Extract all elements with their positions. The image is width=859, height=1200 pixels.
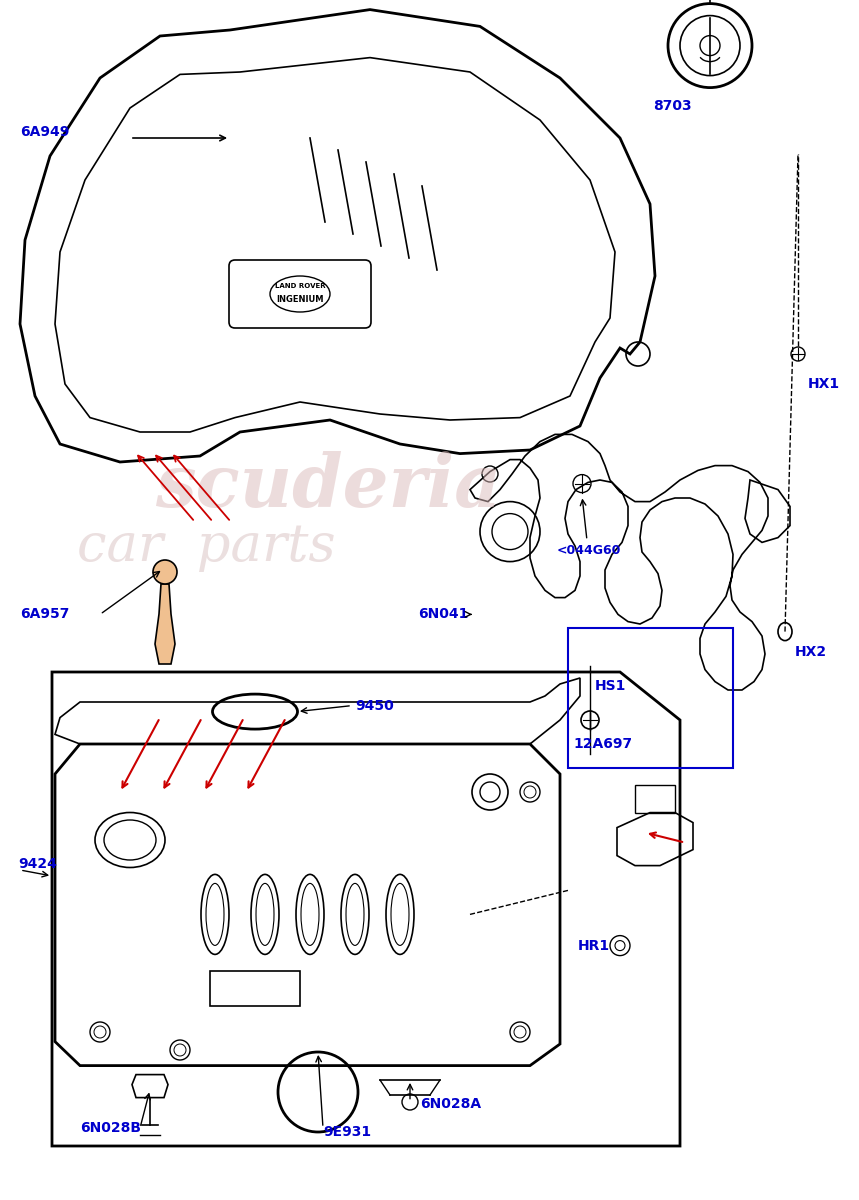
Text: HR1: HR1 <box>578 938 610 953</box>
Text: car  parts: car parts <box>77 521 336 571</box>
Text: HX2: HX2 <box>795 644 827 659</box>
Text: HS1: HS1 <box>595 679 626 694</box>
Text: 8703: 8703 <box>654 98 692 113</box>
Text: 6N041: 6N041 <box>418 607 468 622</box>
Text: 6N028A: 6N028A <box>420 1097 481 1111</box>
Text: 12A697: 12A697 <box>573 737 632 751</box>
Text: 6N028B: 6N028B <box>80 1121 141 1135</box>
Text: 6A949: 6A949 <box>20 125 70 139</box>
Text: INGENIUM: INGENIUM <box>277 295 324 305</box>
Text: 9E931: 9E931 <box>323 1124 371 1139</box>
Text: scuderia: scuderia <box>155 450 501 522</box>
Text: LAND ROVER: LAND ROVER <box>275 283 326 289</box>
Text: HX1: HX1 <box>808 377 840 391</box>
Polygon shape <box>155 584 175 664</box>
Text: 9424: 9424 <box>18 857 57 871</box>
Text: <044G60: <044G60 <box>557 544 621 557</box>
Text: 9450: 9450 <box>355 698 393 713</box>
Circle shape <box>153 560 177 584</box>
Text: 6A957: 6A957 <box>20 607 70 622</box>
